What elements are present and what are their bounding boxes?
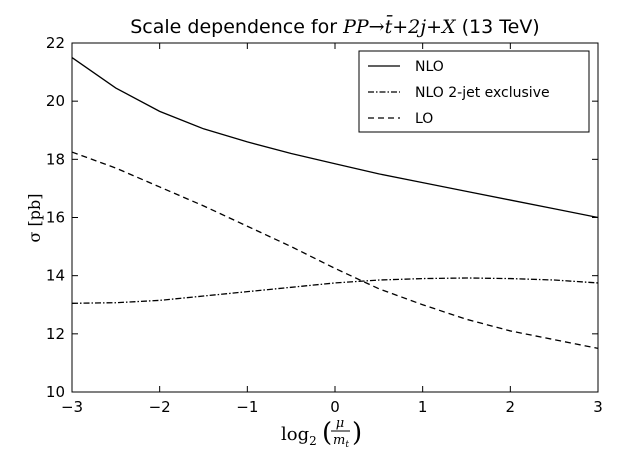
x-axis-label-paren-open: ( — [322, 418, 332, 448]
chart-title: Scale dependence for PP→t̄+2j+X (13 TeV) — [130, 14, 539, 38]
legend-label-nlo-2jet: NLO 2-jet exclusive — [415, 85, 550, 101]
chart-title-suffix: (13 TeV) — [456, 16, 540, 38]
x-tick-label: −2 — [149, 398, 171, 416]
plot-frame — [71, 42, 599, 393]
y-tick-label: 22 — [46, 34, 65, 52]
x-tick-label: 0 — [330, 398, 340, 416]
x-axis-label-fn: log2 — [281, 424, 317, 448]
y-tick-label: 20 — [46, 92, 65, 110]
legend-label-nlo: NLO — [415, 59, 444, 75]
x-tick-label: −3 — [61, 398, 83, 416]
x-axis-label-num: μ — [336, 416, 344, 431]
y-tick-label: 10 — [46, 383, 65, 401]
x-axis-label-paren-close: ) — [352, 418, 362, 448]
y-tick-label: 14 — [46, 267, 65, 285]
y-tick-label: 16 — [46, 209, 65, 227]
legend: NLO NLO 2-jet exclusive LO — [358, 50, 590, 133]
x-axis-label: log2 ( μ mt ) — [281, 416, 362, 450]
x-tick-label: 2 — [506, 398, 516, 416]
y-tick-label: 18 — [46, 150, 65, 168]
series-group — [71, 57, 599, 350]
legend-label-lo: LO — [415, 111, 433, 127]
series-line-lo — [71, 151, 599, 350]
x-axis-label-den: mt — [333, 433, 349, 450]
series-line-nlo-2-jet-exclusive — [71, 277, 599, 304]
chart-title-process: PP→t̄+2j+X — [342, 14, 457, 38]
chart-title-prefix: Scale dependence for — [130, 16, 343, 38]
y-axis-label: σ [pb] — [25, 194, 44, 243]
y-tick-label: 12 — [46, 325, 65, 343]
series-line-nlo — [71, 57, 599, 219]
legend-box — [358, 50, 590, 133]
x-tick-label: 3 — [593, 398, 603, 416]
x-tick-label: −1 — [236, 398, 258, 416]
x-tick-label: 1 — [418, 398, 428, 416]
